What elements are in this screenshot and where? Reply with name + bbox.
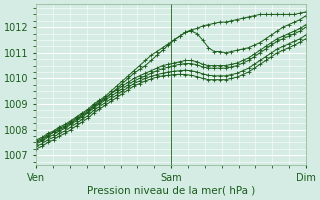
X-axis label: Pression niveau de la mer( hPa ): Pression niveau de la mer( hPa )	[87, 186, 255, 196]
